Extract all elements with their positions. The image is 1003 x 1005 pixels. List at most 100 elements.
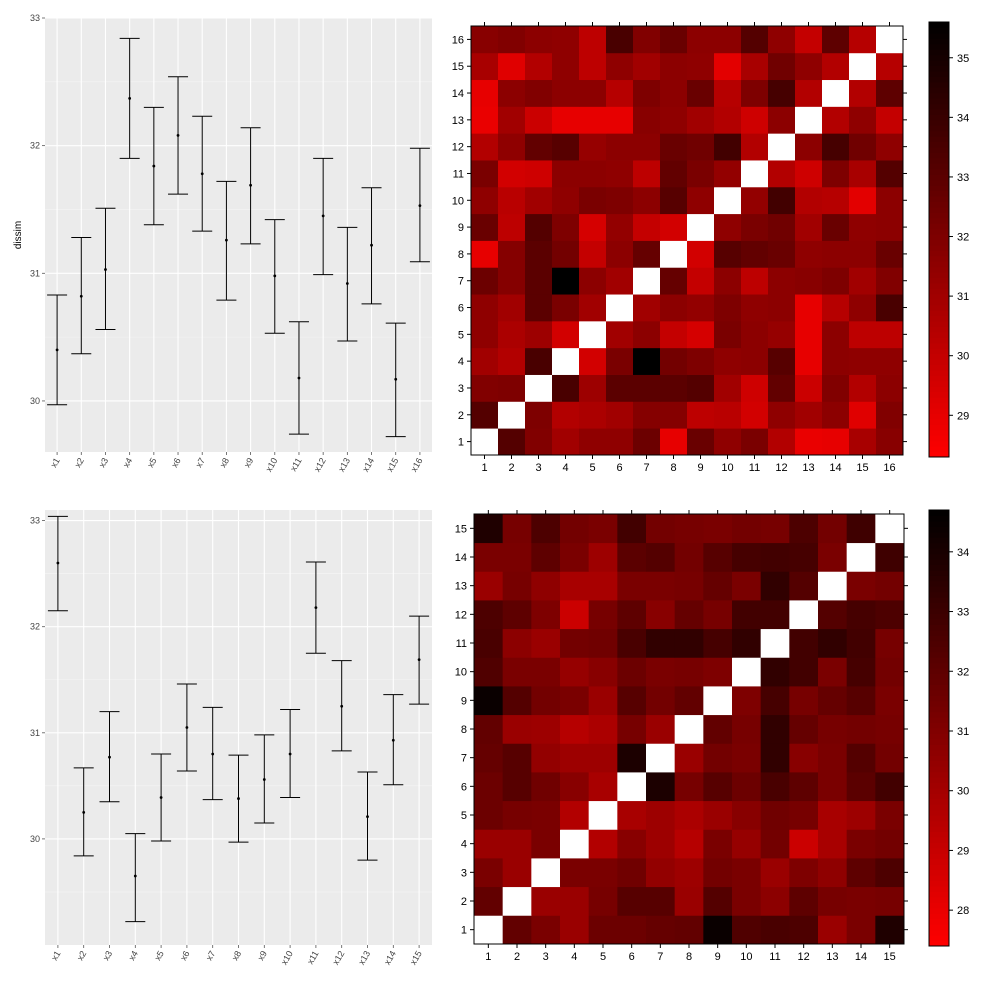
x-tick-label: 9 [715, 951, 721, 963]
heatmap-cell [768, 240, 796, 268]
mean-point [394, 377, 398, 381]
colorbar-segment [929, 293, 949, 300]
heatmap-cell [617, 858, 647, 888]
heatmap-cell [714, 26, 742, 54]
heatmap-cell [646, 858, 676, 888]
x-tick-label: x15 [385, 456, 401, 474]
colorbar-segment [929, 755, 949, 762]
colorbar-segment [929, 223, 949, 230]
colorbar-segment [929, 891, 949, 898]
heatmap-cell [552, 52, 580, 81]
colorbar-segment [929, 43, 949, 50]
mean-point [391, 738, 395, 742]
heatmap-cell [560, 571, 590, 601]
heatmap-cell [703, 800, 733, 830]
heatmap-cell [714, 160, 742, 188]
heatmap-cell [531, 772, 561, 802]
heatmap-cell [471, 294, 499, 322]
colorbar-segment [929, 700, 949, 707]
x-tick-label: x11 [288, 456, 304, 473]
heatmap-cell [849, 160, 877, 188]
heatmap-cell [732, 600, 762, 630]
heatmap-cell [633, 374, 661, 402]
heatmap-cell [789, 800, 819, 830]
heatmap-cell [876, 374, 904, 402]
heatmap-cell [876, 240, 904, 268]
colorbar-segment [929, 272, 949, 279]
colorbar-segment [929, 869, 949, 876]
colorbar-segment [929, 678, 949, 685]
x-tick-label: 7 [657, 951, 663, 963]
heatmap-cell [768, 320, 796, 349]
heatmap-cell [552, 240, 580, 268]
x-tick-label: x4 [127, 949, 140, 962]
colorbar-segment [929, 531, 949, 538]
heatmap-cell [502, 686, 532, 716]
colorbar-segment [929, 201, 949, 208]
heatmap-cell [876, 26, 904, 54]
heatmap-cell [606, 186, 634, 215]
heatmap-cell [471, 106, 499, 134]
x-tick-label: x12 [312, 456, 328, 474]
heatmap-cell [498, 26, 526, 54]
heatmap-cell [714, 52, 742, 81]
heatmap-cell [498, 133, 526, 161]
y-tick-label: 32 [30, 141, 40, 151]
heatmap-cell [502, 772, 532, 802]
heatmap-cell [502, 743, 532, 773]
heatmap-cell [502, 571, 532, 601]
heatmap-cell [525, 267, 553, 295]
heatmap-cell [498, 186, 526, 215]
colorbar-segment [929, 907, 949, 914]
y-tick-label: 33 [30, 13, 40, 23]
heatmap-cell [633, 294, 661, 322]
heatmap-cell [525, 133, 553, 161]
heatmap-cell [498, 374, 526, 402]
colorbar-segment [929, 673, 949, 680]
heatmap-cell [660, 79, 688, 107]
heatmap-cell [875, 772, 905, 802]
colorbar-tick-label: 31 [957, 726, 969, 738]
colorbar-segment [929, 196, 949, 202]
heatmap-cell [498, 240, 526, 268]
x-tick-label: x14 [360, 456, 376, 474]
heatmap-cell [579, 213, 607, 241]
x-tick-label: 13 [802, 462, 814, 474]
colorbar-segment [929, 92, 949, 99]
heatmap-cell [760, 743, 790, 773]
heatmap-cell [846, 858, 876, 888]
colorbar-segment [929, 109, 949, 115]
heatmap-cell [471, 267, 499, 295]
heatmap-cell [560, 542, 590, 572]
heatmap-cell [687, 133, 715, 161]
heatmap-cell [875, 858, 905, 888]
heatmap-cell [795, 401, 823, 429]
mean-point [82, 810, 86, 814]
heatmap-cell [703, 571, 733, 601]
heatmap-cell [617, 743, 647, 773]
colorbar-segment [929, 798, 949, 805]
colorbar-segment [929, 315, 949, 322]
heatmap-cell [471, 133, 499, 161]
heatmap-cell [498, 160, 526, 188]
heatmap-cell [646, 829, 676, 859]
heatmap-cell [741, 267, 769, 295]
heatmap-cell [474, 628, 504, 658]
heatmap-cell [474, 915, 504, 945]
x-tick-label: x8 [218, 456, 231, 469]
colorbar-tick-label: 35 [957, 53, 969, 65]
colorbar-segment [929, 657, 949, 664]
heatmap-cell [617, 628, 647, 658]
heatmap-cell [795, 186, 823, 215]
x-tick-label: x3 [97, 456, 110, 469]
colorbar-segment [929, 635, 949, 642]
x-tick-label: 5 [589, 462, 595, 474]
heatmap-cell [876, 79, 904, 107]
heatmap-cell [822, 160, 850, 188]
heatmap-cell [822, 294, 850, 322]
heatmap-cell [760, 657, 790, 687]
heatmap-cell [876, 106, 904, 134]
heatmap-cell [660, 213, 688, 241]
heatmap-cell [498, 106, 526, 134]
colorbar-segment [929, 342, 949, 349]
